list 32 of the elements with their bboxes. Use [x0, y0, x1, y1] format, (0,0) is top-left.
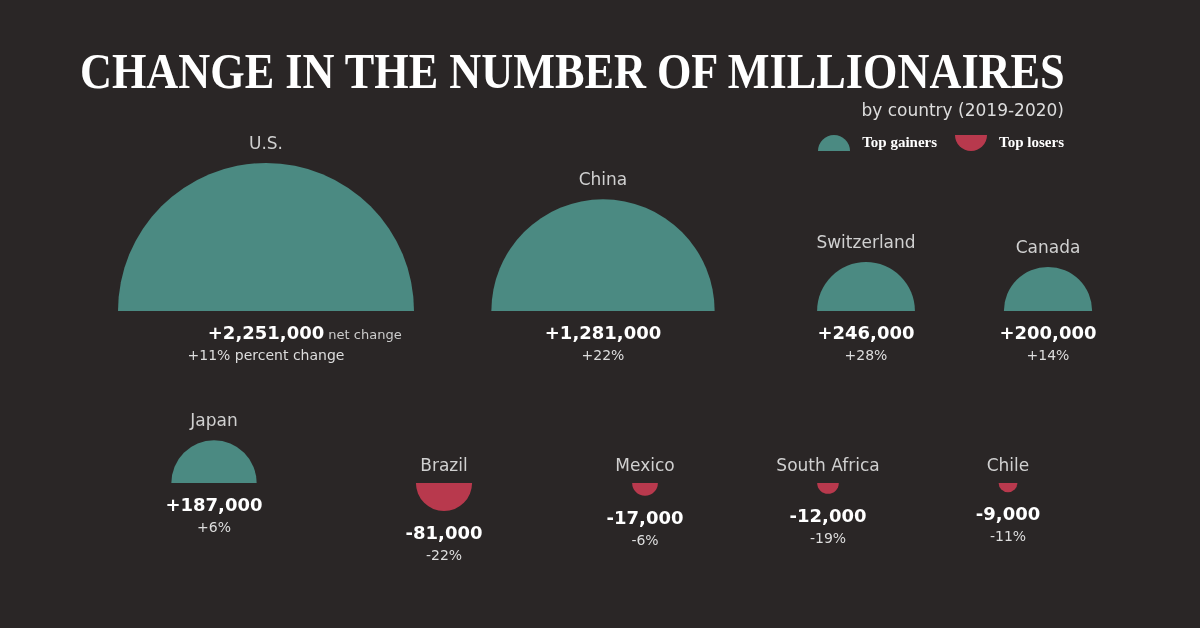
category-label: Switzerland — [816, 232, 916, 253]
data-label: -12,000 — [789, 504, 867, 526]
category-label: South Africa — [776, 455, 880, 475]
category-label: Canada — [1015, 236, 1081, 257]
legend-label: Top gainers — [862, 134, 938, 151]
data-label: -81,000 — [405, 522, 483, 544]
text: by country (2019-2020) — [861, 100, 1064, 120]
text: +6% — [197, 519, 231, 535]
text: CHANGE IN THE NUMBER OF MILLIONAIRES — [80, 43, 1065, 99]
text: +14% — [1026, 347, 1070, 363]
data-label: +246,000 — [817, 322, 915, 343]
category-label: Japan — [189, 410, 238, 431]
data-label: -9,000 — [975, 503, 1041, 525]
category-label: Mexico — [615, 455, 675, 475]
data-label: +1,281,000 — [544, 322, 662, 343]
text: +22% — [581, 347, 625, 363]
legend-label: Top losers — [999, 134, 1064, 151]
text: +11% percent change — [187, 347, 345, 363]
text: -6% — [631, 531, 659, 548]
text: +28% — [844, 347, 888, 363]
category-label: China — [578, 169, 628, 190]
text: -19% — [809, 529, 847, 546]
category-label: U.S. — [248, 133, 284, 153]
category-label: Chile — [986, 455, 1030, 475]
text: -22% — [425, 547, 463, 564]
text: -11% — [989, 528, 1027, 545]
data-label: +200,000 — [999, 322, 1097, 343]
text: net change — [328, 327, 402, 342]
data-label: +2,251,000 — [207, 322, 325, 343]
category-label: Brazil — [420, 455, 468, 475]
data-label: -17,000 — [606, 506, 684, 528]
data-label: +187,000 — [165, 494, 263, 515]
